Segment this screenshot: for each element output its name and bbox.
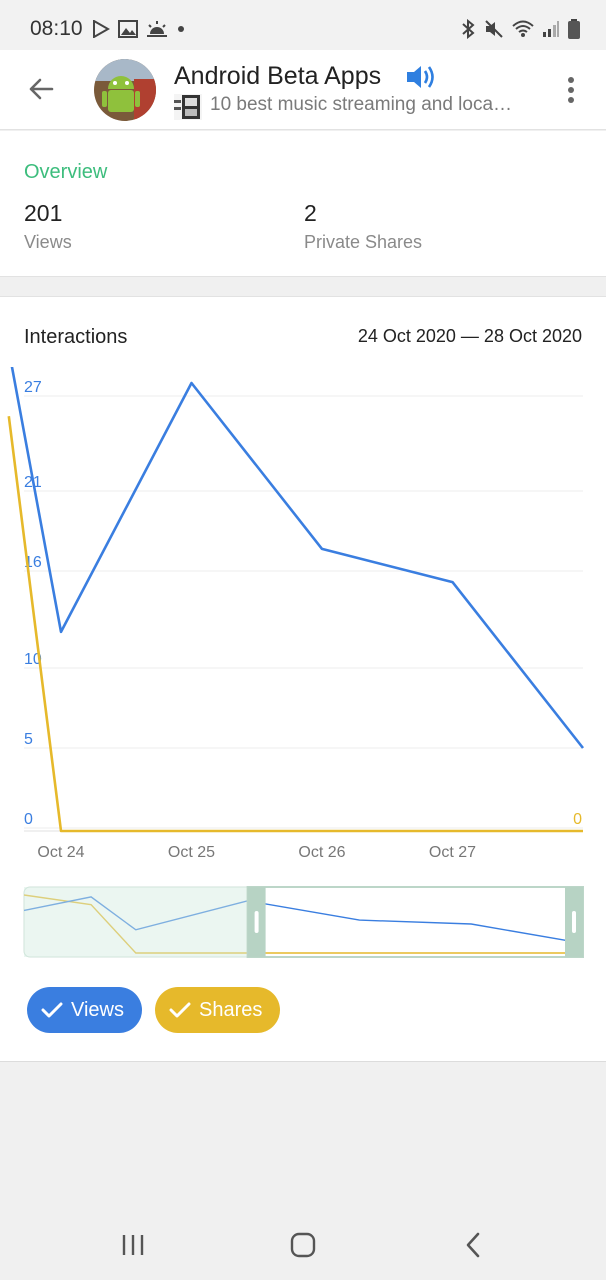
- speaker-icon: [407, 66, 434, 88]
- signal-icon: [543, 21, 559, 37]
- x-tick-label: Oct 26: [298, 844, 345, 861]
- interactions-card: Interactions 24 Oct 2020 — 28 Oct 2020 2…: [0, 296, 606, 1062]
- channel-avatar[interactable]: [94, 59, 156, 121]
- handle-grip: [254, 911, 259, 933]
- x-tick-label: Oct 27: [429, 844, 476, 861]
- system-back-button[interactable]: [453, 1228, 493, 1262]
- views-toggle-label: Views: [71, 998, 124, 1021]
- status-icons-left: [92, 17, 186, 41]
- private-shares-label: Private Shares: [304, 232, 423, 252]
- chevron-left-icon: [466, 1232, 480, 1258]
- system-navigation-bar: [0, 1210, 606, 1280]
- y-tick-label: 10: [24, 651, 42, 668]
- views-count: 201: [24, 200, 63, 226]
- x-tick-label: Oct 24: [37, 844, 84, 861]
- channel-title: Android Beta Apps: [174, 62, 382, 90]
- status-bar: 08:10: [0, 0, 606, 50]
- recent-apps-button[interactable]: [113, 1228, 153, 1262]
- shares-toggle-label: Shares: [199, 998, 263, 1021]
- y-tick-label: 5: [24, 731, 33, 748]
- check-icon: [41, 1002, 63, 1018]
- more-vertical-icon: [568, 77, 574, 103]
- series-line-shares: [7, 416, 583, 833]
- weather-icon: [147, 21, 167, 37]
- mute-icon: [485, 20, 503, 38]
- back-button[interactable]: [24, 72, 58, 106]
- series-line-views: [10, 367, 585, 749]
- wifi-icon: [512, 20, 534, 37]
- recent-apps-icon: [122, 1235, 144, 1255]
- overview-card: Overview 201 Views 2 Private Shares: [0, 131, 606, 277]
- overview-title: Overview: [24, 161, 108, 183]
- status-time: 08:10: [30, 17, 83, 40]
- y-tick-label-right: 0: [573, 811, 582, 828]
- more-menu-button[interactable]: [556, 72, 586, 108]
- home-button[interactable]: [283, 1228, 323, 1262]
- x-tick-label: Oct 25: [168, 844, 215, 861]
- app-bar: Android Beta Apps 10 best music streamin…: [0, 50, 606, 130]
- y-tick-label: 27: [24, 379, 42, 396]
- arrow-left-icon: [29, 78, 54, 100]
- handle-grip: [572, 911, 576, 933]
- date-range[interactable]: 24 Oct 2020 — 28 Oct 2020: [357, 326, 582, 346]
- views-toggle-button[interactable]: Views: [27, 987, 142, 1033]
- battery-icon: [568, 19, 580, 39]
- shares-toggle-button[interactable]: Shares: [155, 987, 281, 1033]
- dot-icon: [178, 26, 184, 32]
- home-icon: [290, 1232, 316, 1258]
- interactions-title: Interactions: [24, 326, 128, 348]
- chart-overview-navigator[interactable]: [23, 886, 584, 958]
- image-icon: [118, 20, 138, 38]
- check-icon: [169, 1002, 191, 1018]
- overview-unselected-region: [24, 887, 248, 957]
- y-tick-label: 0: [24, 811, 33, 828]
- play-store-icon: [93, 20, 110, 38]
- post-thumbnail-icon: [174, 94, 202, 120]
- status-icons-right: [460, 17, 580, 41]
- private-shares-count: 2: [304, 200, 317, 226]
- views-label: Views: [24, 232, 72, 252]
- bluetooth-icon: [462, 19, 475, 39]
- post-subtitle: 10 best music streaming and loca…: [210, 94, 513, 115]
